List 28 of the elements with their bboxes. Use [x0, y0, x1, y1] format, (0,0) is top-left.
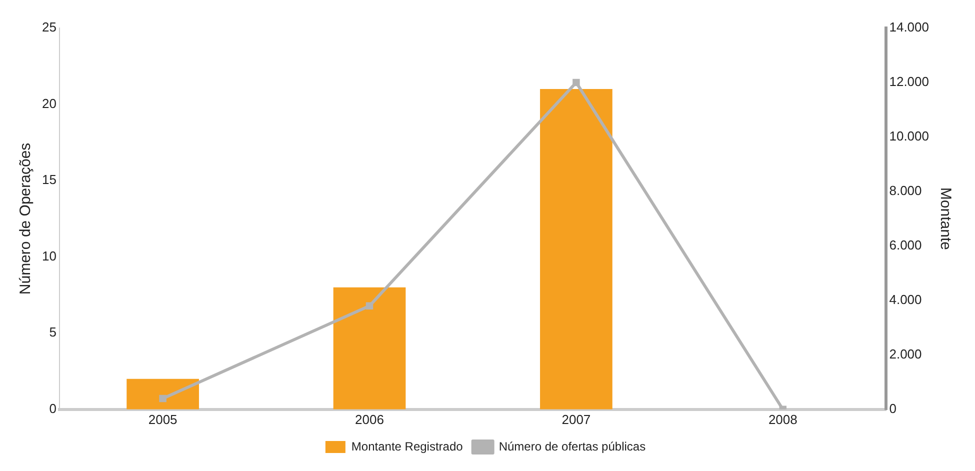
legend-label: Número de ofertas públicas	[498, 439, 646, 454]
x-tick-label: 2008	[768, 412, 798, 427]
point	[366, 302, 374, 310]
x-tick-label: 2006	[355, 412, 384, 427]
y-tick-label: 15	[42, 172, 56, 188]
x-tick-label: 2007	[562, 412, 591, 427]
y-tick-label: 20	[42, 96, 56, 111]
point	[572, 78, 580, 86]
y-tick-label: 0	[49, 400, 56, 416]
y2-tick-label: 14.000	[889, 20, 930, 35]
y2-tick-label: 2.000	[889, 346, 922, 362]
y2-tick-label: 12.000	[889, 74, 930, 90]
y-tick-label: 10	[42, 248, 56, 264]
y2-tick-label: 8.000	[889, 183, 922, 198]
y2-axis-title: Montante	[936, 187, 954, 250]
bar	[333, 287, 406, 410]
bar	[126, 378, 199, 410]
y2-tick-label: 0	[889, 400, 896, 416]
x-tick-label: 2005	[148, 412, 178, 427]
y-axis-title: Número de Operações	[17, 142, 34, 295]
y-tick-label: 25	[42, 20, 56, 35]
y2-tick-label: 4.000	[889, 292, 922, 308]
y2-tick-label: 6.000	[889, 238, 922, 253]
point	[159, 394, 166, 402]
legend-label: Montante Registrado	[351, 439, 464, 454]
y-tick-label: 5	[49, 324, 56, 340]
y2-tick-label: 10.000	[889, 128, 930, 144]
bar	[540, 89, 612, 410]
